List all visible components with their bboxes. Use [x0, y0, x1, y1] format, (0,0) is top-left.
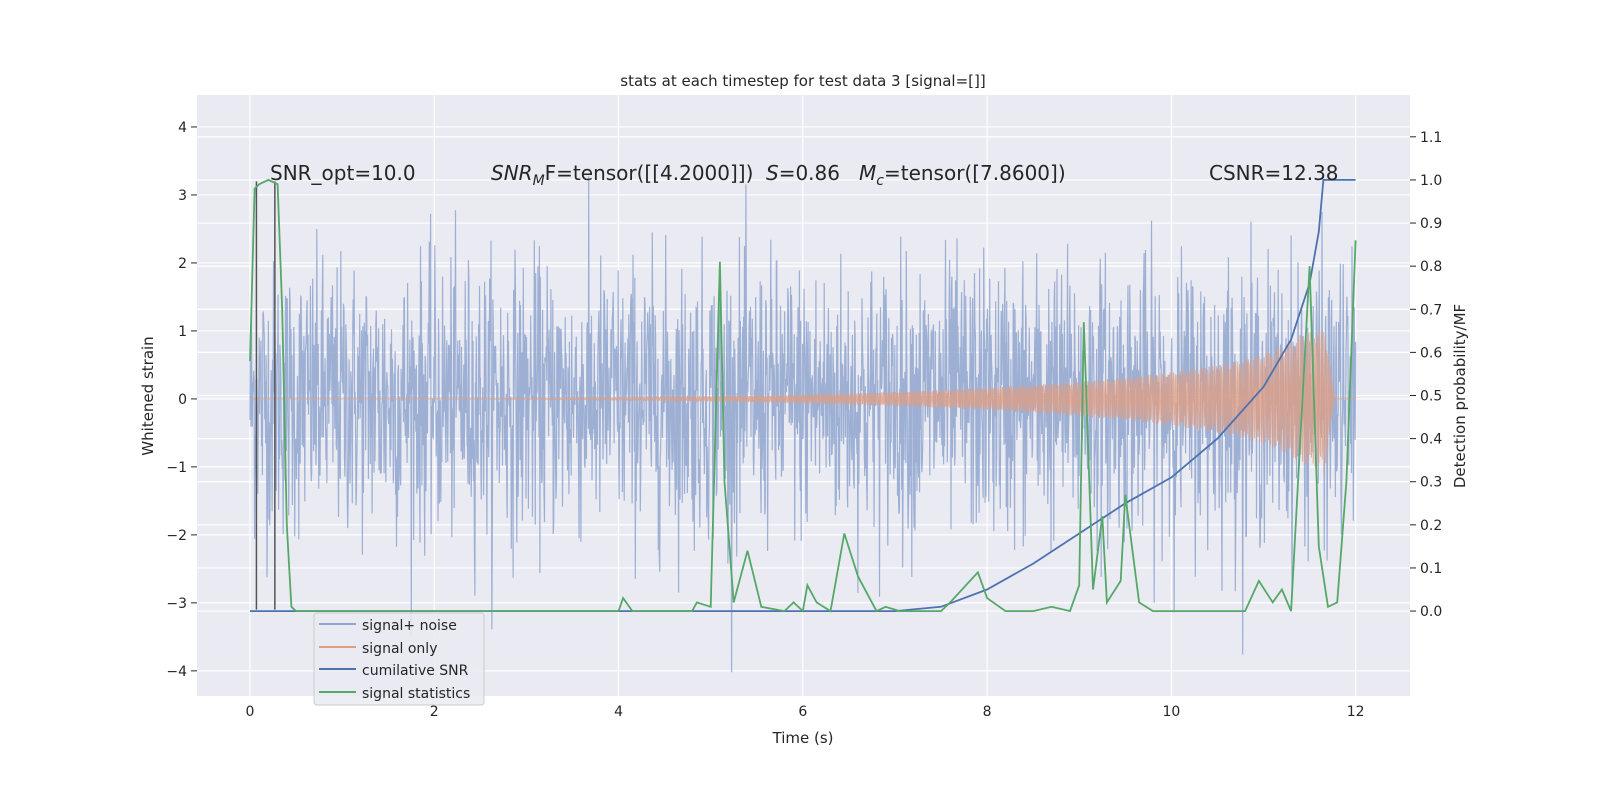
y2-tick-label: 1.0	[1420, 173, 1442, 189]
signal-noise-line	[249, 176, 1357, 673]
x-tick-label: 2	[430, 704, 439, 720]
y-tick-label: −1	[166, 460, 187, 476]
signal-only-line	[250, 329, 1356, 474]
mc-sub: c	[876, 173, 884, 189]
x-axis-label: Time (s)	[772, 729, 834, 747]
x-tick-label: 6	[798, 704, 807, 720]
x-tick-label: 4	[614, 704, 623, 720]
annotation-mc: Mc=tensor([7.8600])	[859, 161, 1066, 189]
y2-tick-label: 0.8	[1420, 259, 1442, 275]
y-tick-label: −2	[166, 528, 187, 544]
y-tick-label: −4	[166, 664, 187, 680]
legend: signal+ noise signal only cumilative SNR…	[313, 612, 485, 706]
y-axis-label: Whitened strain	[139, 336, 157, 455]
y2-axis-label: Detection probability/MF	[1451, 304, 1469, 488]
y2-tick-label: 0.9	[1420, 216, 1442, 232]
x-tick-label: 8	[983, 704, 992, 720]
series-signal-noise	[249, 176, 1357, 673]
y2-tick-label: 1.1	[1420, 130, 1442, 146]
series-signal-only	[250, 329, 1356, 474]
marks	[249, 178, 1357, 613]
snr-mf-sub: M	[533, 173, 545, 189]
y-tick-label: 3	[178, 188, 187, 204]
mc-rest: =tensor([7.8600])	[884, 161, 1066, 185]
legend-entry: signal statistics	[362, 686, 470, 702]
y2-tick-label: 0.3	[1420, 475, 1442, 491]
legend-entry: signal+ noise	[362, 618, 457, 634]
annotation-snr-opt: SNR_opt=10.0	[270, 161, 416, 185]
x-tick-label: 12	[1347, 704, 1365, 720]
s-value: =0.86	[779, 161, 840, 185]
snr-mf-base: SNR	[491, 161, 533, 185]
snr-mf-rest: F=tensor([[4.2000]])	[545, 161, 754, 185]
ticks: 0 2 4 6 8 10 12−4−3−2−1012340.00.10.20.30.40.5…	[166, 120, 1442, 720]
annotation-csnr: CSNR=12.38	[1209, 161, 1339, 185]
y-tick-label: 4	[178, 120, 187, 136]
y2-tick-label: 0.1	[1420, 561, 1442, 577]
y-tick-label: 2	[178, 256, 187, 272]
legend-entry: signal only	[362, 641, 437, 657]
signal-statistics-line	[249, 178, 1357, 613]
x-tick-label: 0	[246, 704, 255, 720]
legend-entry: cumilative SNR	[362, 663, 469, 679]
cumulative-snr-line	[250, 179, 1356, 612]
s-label: S	[766, 161, 779, 185]
y2-tick-label: 0.5	[1420, 389, 1442, 405]
mc-base: M	[859, 161, 876, 185]
y-tick-label: 1	[178, 324, 187, 340]
annotation-snr-mf: SNRMF=tensor([[4.2000]])	[491, 161, 753, 189]
y-tick-label: −3	[166, 596, 187, 612]
y2-tick-label: 0.4	[1420, 432, 1442, 448]
x-tick-label: 10	[1162, 704, 1180, 720]
y2-tick-label: 0.2	[1420, 518, 1442, 534]
y2-tick-label: 0.0	[1420, 604, 1442, 620]
annotation-s: S=0.86	[766, 161, 840, 185]
y2-tick-label: 0.6	[1420, 345, 1442, 361]
y2-tick-label: 0.7	[1420, 302, 1442, 318]
y-tick-label: 0	[178, 392, 187, 408]
chart-title: stats at each timestep for test data 3 […	[620, 72, 985, 90]
